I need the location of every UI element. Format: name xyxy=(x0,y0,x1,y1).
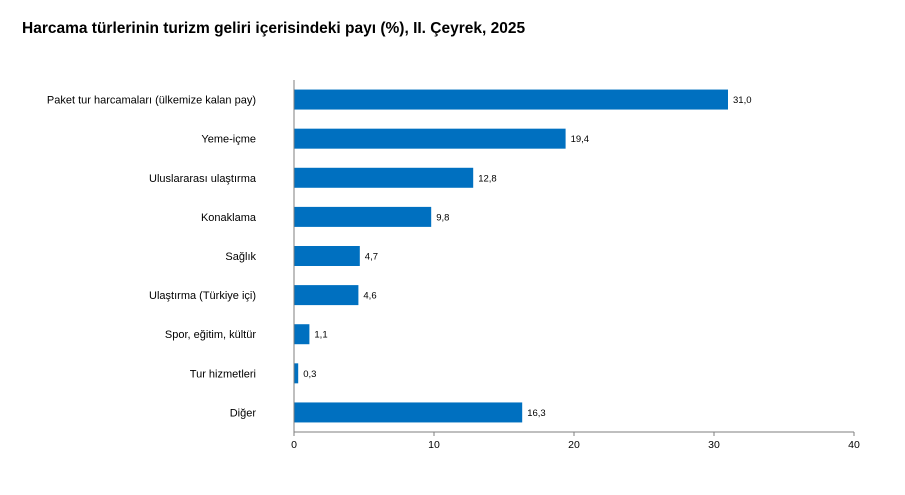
x-tick-label: 40 xyxy=(848,439,860,451)
data-label: 0,3 xyxy=(303,369,316,380)
bar xyxy=(294,167,474,188)
category-label: Spor, eğitim, kültür xyxy=(165,329,256,341)
bar xyxy=(294,128,566,149)
category-label: Konaklama xyxy=(201,212,257,224)
data-label: 19,4 xyxy=(571,134,590,145)
bar xyxy=(294,206,432,227)
bar xyxy=(294,324,310,345)
category-label: Yeme-içme xyxy=(201,134,256,146)
x-tick-label: 10 xyxy=(428,439,440,451)
bar xyxy=(294,402,523,423)
category-label: Tur hizmetleri xyxy=(190,368,256,380)
category-label: Sağlık xyxy=(225,251,256,263)
data-label: 16,3 xyxy=(527,408,546,419)
data-label: 4,7 xyxy=(365,252,378,263)
data-label: 1,1 xyxy=(314,330,327,341)
x-tick-label: 0 xyxy=(291,439,297,451)
data-label: 9,8 xyxy=(436,212,449,223)
bar xyxy=(294,89,728,110)
bar xyxy=(294,246,360,266)
bar xyxy=(294,363,299,384)
x-tick-label: 20 xyxy=(568,439,580,451)
category-label: Paket tur harcamaları (ülkemize kalan pa… xyxy=(47,95,256,107)
data-label: 31,0 xyxy=(733,95,752,106)
data-label: 12,8 xyxy=(478,173,497,184)
category-label: Diğer xyxy=(230,407,257,419)
category-label: Ulaştırma (Türkiye içi) xyxy=(149,290,256,302)
bar xyxy=(294,285,359,306)
x-tick-label: 30 xyxy=(708,439,720,451)
chart-title: Harcama türlerinin turizm geliri içerisi… xyxy=(22,20,526,37)
category-label: Uluslararası ulaştırma xyxy=(149,173,257,185)
data-label: 4,6 xyxy=(363,291,376,302)
